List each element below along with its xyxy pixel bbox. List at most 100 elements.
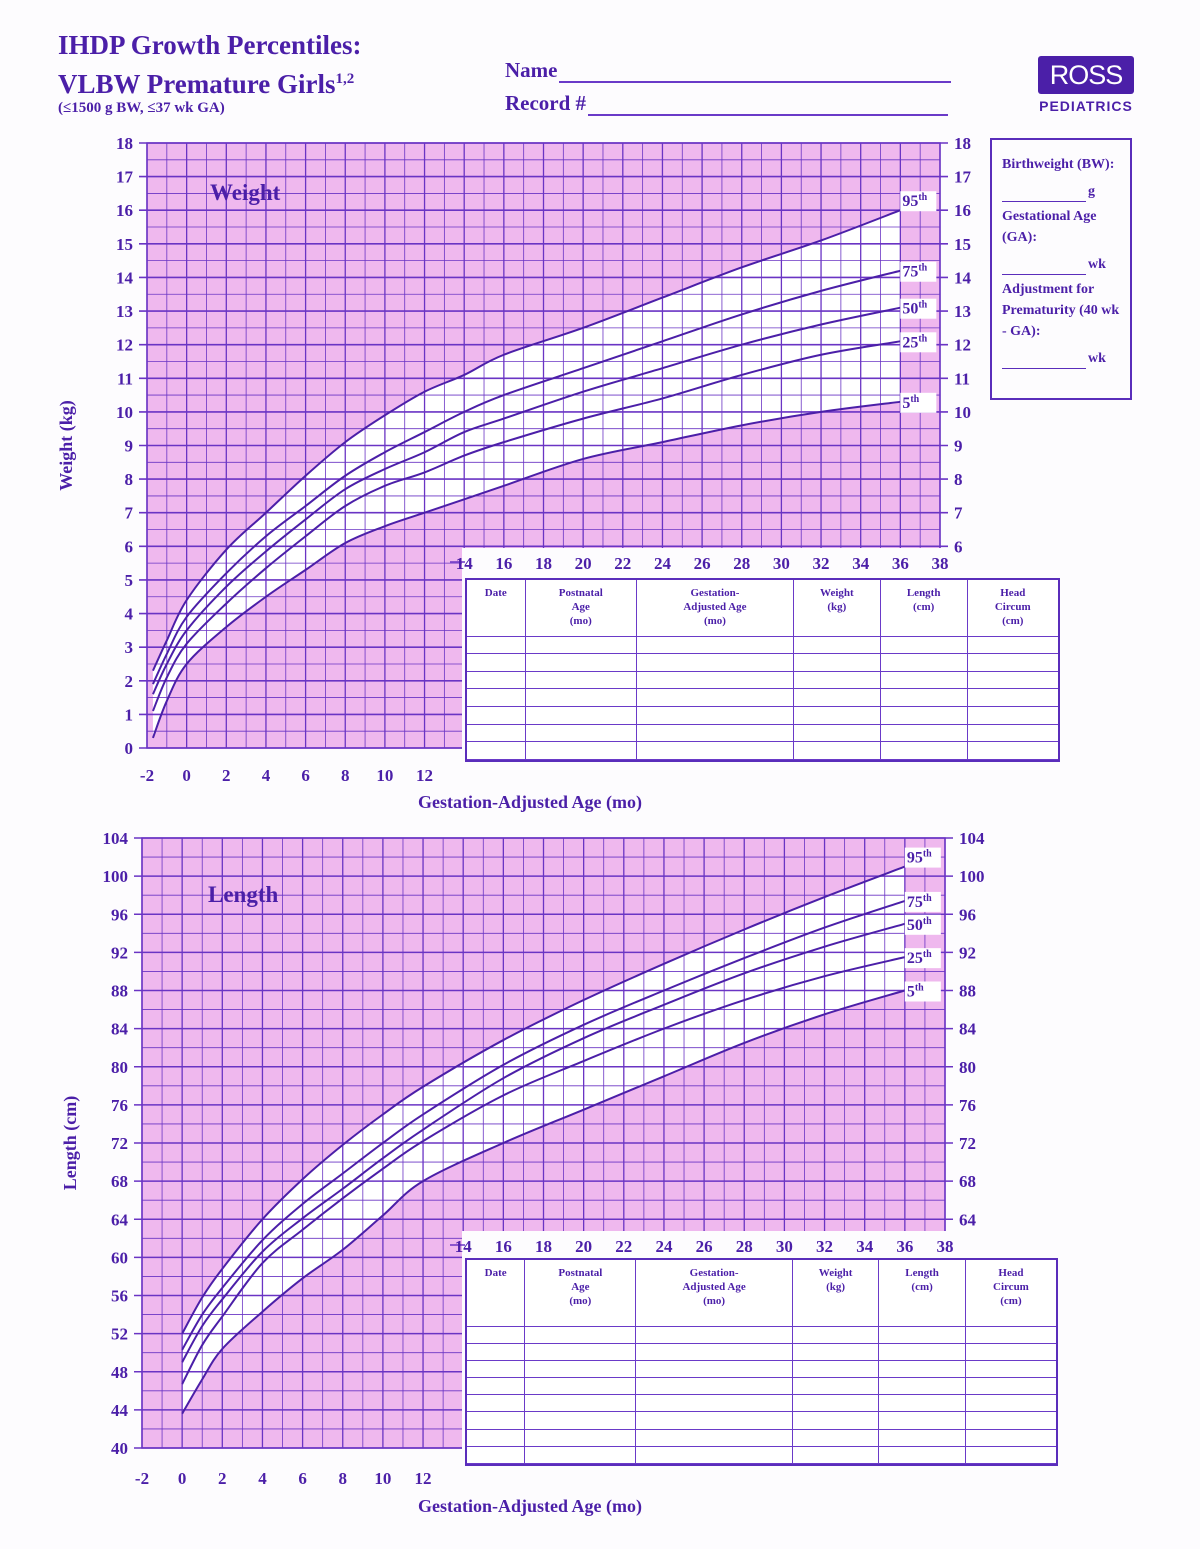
weight-record-table[interactable]: Date Postnatal Age (mo) Gestation- Adjuste… bbox=[465, 578, 1060, 762]
table-row[interactable] bbox=[467, 1377, 1056, 1396]
table-row[interactable] bbox=[467, 671, 1058, 690]
table-cell[interactable] bbox=[636, 724, 794, 743]
table-row[interactable] bbox=[467, 1343, 1056, 1361]
table-cell[interactable] bbox=[792, 1326, 880, 1344]
table-cell[interactable] bbox=[878, 1377, 966, 1396]
name-field[interactable]: Name bbox=[505, 58, 952, 83]
table-cell[interactable] bbox=[880, 741, 968, 760]
table-cell[interactable] bbox=[524, 1411, 637, 1430]
table-cell[interactable] bbox=[792, 1343, 880, 1361]
table-cell[interactable] bbox=[635, 1411, 793, 1430]
table-row[interactable] bbox=[467, 636, 1058, 655]
table-cell[interactable] bbox=[525, 724, 637, 743]
table-cell[interactable] bbox=[635, 1377, 793, 1396]
table-cell[interactable] bbox=[793, 741, 881, 760]
table-cell[interactable] bbox=[965, 1429, 1056, 1447]
table-cell[interactable] bbox=[467, 741, 526, 760]
table-cell[interactable] bbox=[792, 1446, 880, 1465]
table-cell[interactable] bbox=[635, 1343, 793, 1361]
table-cell[interactable] bbox=[467, 706, 526, 725]
table-cell[interactable] bbox=[792, 1360, 880, 1379]
table-cell[interactable] bbox=[636, 636, 794, 655]
table-row[interactable] bbox=[467, 706, 1058, 725]
table-cell[interactable] bbox=[878, 1429, 966, 1447]
table-cell[interactable] bbox=[467, 724, 526, 743]
table-row[interactable] bbox=[467, 1326, 1056, 1344]
table-cell[interactable] bbox=[880, 724, 968, 743]
table-cell[interactable] bbox=[524, 1326, 637, 1344]
table-cell[interactable] bbox=[635, 1326, 793, 1344]
table-cell[interactable] bbox=[636, 671, 794, 690]
table-cell[interactable] bbox=[467, 671, 526, 690]
table-cell[interactable] bbox=[967, 741, 1058, 760]
table-cell[interactable] bbox=[878, 1411, 966, 1430]
table-cell[interactable] bbox=[878, 1446, 966, 1465]
length-record-table[interactable]: Date Postnatal Age (mo) Gestation- Adjuste… bbox=[465, 1258, 1058, 1466]
record-line[interactable] bbox=[588, 96, 949, 116]
table-cell[interactable] bbox=[878, 1326, 966, 1344]
table-cell[interactable] bbox=[467, 653, 526, 672]
table-cell[interactable] bbox=[524, 1394, 637, 1413]
ga-field[interactable]: wk bbox=[1002, 254, 1124, 275]
table-cell[interactable] bbox=[967, 706, 1058, 725]
table-cell[interactable] bbox=[965, 1326, 1056, 1344]
table-cell[interactable] bbox=[467, 636, 526, 655]
table-cell[interactable] bbox=[878, 1343, 966, 1361]
table-row[interactable] bbox=[467, 1394, 1056, 1413]
table-cell[interactable] bbox=[793, 724, 881, 743]
table-cell[interactable] bbox=[793, 688, 881, 708]
table-cell[interactable] bbox=[635, 1446, 793, 1465]
table-cell[interactable] bbox=[524, 1446, 637, 1465]
table-cell[interactable] bbox=[967, 724, 1058, 743]
table-cell[interactable] bbox=[467, 1411, 526, 1430]
table-cell[interactable] bbox=[636, 688, 794, 708]
table-row[interactable] bbox=[467, 1411, 1056, 1430]
table-cell[interactable] bbox=[525, 688, 637, 708]
table-cell[interactable] bbox=[467, 1326, 526, 1344]
table-cell[interactable] bbox=[880, 636, 968, 655]
table-cell[interactable] bbox=[878, 1360, 966, 1379]
table-cell[interactable] bbox=[467, 1429, 526, 1447]
adj-field[interactable]: wk bbox=[1002, 348, 1124, 369]
table-cell[interactable] bbox=[878, 1394, 966, 1413]
table-cell[interactable] bbox=[965, 1394, 1056, 1413]
table-cell[interactable] bbox=[880, 671, 968, 690]
table-cell[interactable] bbox=[967, 653, 1058, 672]
table-row[interactable] bbox=[467, 688, 1058, 708]
bw-field[interactable]: g bbox=[1002, 181, 1124, 202]
table-row[interactable] bbox=[467, 1446, 1056, 1465]
table-row[interactable] bbox=[467, 741, 1058, 760]
table-cell[interactable] bbox=[965, 1377, 1056, 1396]
table-cell[interactable] bbox=[636, 706, 794, 725]
table-cell[interactable] bbox=[965, 1411, 1056, 1430]
table-cell[interactable] bbox=[467, 1360, 526, 1379]
table-cell[interactable] bbox=[467, 1394, 526, 1413]
table-cell[interactable] bbox=[965, 1360, 1056, 1379]
table-cell[interactable] bbox=[967, 671, 1058, 690]
table-cell[interactable] bbox=[965, 1343, 1056, 1361]
table-cell[interactable] bbox=[467, 688, 526, 708]
table-cell[interactable] bbox=[793, 653, 881, 672]
table-row[interactable] bbox=[467, 724, 1058, 743]
table-cell[interactable] bbox=[635, 1429, 793, 1447]
table-cell[interactable] bbox=[525, 741, 637, 760]
table-cell[interactable] bbox=[467, 1377, 526, 1396]
table-row[interactable] bbox=[467, 1429, 1056, 1447]
table-cell[interactable] bbox=[793, 706, 881, 725]
table-cell[interactable] bbox=[636, 741, 794, 760]
table-cell[interactable] bbox=[525, 636, 637, 655]
table-cell[interactable] bbox=[524, 1360, 637, 1379]
record-field[interactable]: Record # bbox=[505, 91, 949, 116]
table-cell[interactable] bbox=[525, 671, 637, 690]
table-cell[interactable] bbox=[524, 1377, 637, 1396]
table-cell[interactable] bbox=[467, 1343, 526, 1361]
table-row[interactable] bbox=[467, 653, 1058, 672]
table-cell[interactable] bbox=[525, 653, 637, 672]
table-cell[interactable] bbox=[880, 653, 968, 672]
table-cell[interactable] bbox=[636, 653, 794, 672]
table-cell[interactable] bbox=[793, 671, 881, 690]
table-cell[interactable] bbox=[792, 1411, 880, 1430]
table-cell[interactable] bbox=[524, 1343, 637, 1361]
table-cell[interactable] bbox=[965, 1446, 1056, 1465]
name-line[interactable] bbox=[559, 63, 952, 83]
